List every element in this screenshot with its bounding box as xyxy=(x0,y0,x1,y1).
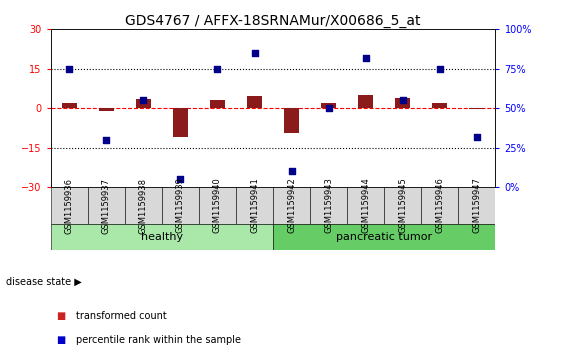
Bar xyxy=(432,103,447,108)
FancyBboxPatch shape xyxy=(421,187,458,224)
Text: pancreatic tumor: pancreatic tumor xyxy=(336,232,432,242)
FancyBboxPatch shape xyxy=(273,224,495,250)
Point xyxy=(65,66,74,72)
Point xyxy=(250,50,259,56)
Bar xyxy=(284,108,299,133)
Text: percentile rank within the sample: percentile rank within the sample xyxy=(76,335,241,345)
Bar xyxy=(470,108,484,109)
Text: GSM1159943: GSM1159943 xyxy=(324,178,333,233)
Title: GDS4767 / AFFX-18SRNAMur/X00686_5_at: GDS4767 / AFFX-18SRNAMur/X00686_5_at xyxy=(126,14,421,28)
Text: GSM1159941: GSM1159941 xyxy=(250,178,259,233)
FancyBboxPatch shape xyxy=(347,187,384,224)
Bar xyxy=(395,98,410,108)
Point xyxy=(435,66,444,72)
Text: GSM1159936: GSM1159936 xyxy=(65,178,74,233)
Text: healthy: healthy xyxy=(141,232,183,242)
Bar xyxy=(62,103,77,108)
Text: GSM1159937: GSM1159937 xyxy=(102,178,111,233)
Bar xyxy=(173,108,188,137)
FancyBboxPatch shape xyxy=(236,187,273,224)
Bar xyxy=(321,103,336,108)
Text: disease state ▶: disease state ▶ xyxy=(6,276,82,286)
Point xyxy=(398,97,407,103)
Bar xyxy=(247,96,262,108)
Point xyxy=(472,134,481,139)
Point xyxy=(361,54,370,60)
Text: GSM1159945: GSM1159945 xyxy=(398,178,407,233)
FancyBboxPatch shape xyxy=(162,187,199,224)
Text: GSM1159947: GSM1159947 xyxy=(472,178,481,233)
FancyBboxPatch shape xyxy=(458,187,495,224)
Text: ■: ■ xyxy=(56,311,65,322)
Point xyxy=(213,66,222,72)
Text: GSM1159940: GSM1159940 xyxy=(213,178,222,233)
Text: GSM1159944: GSM1159944 xyxy=(361,178,370,233)
Point xyxy=(102,137,111,143)
Bar xyxy=(99,108,114,111)
Point xyxy=(287,168,296,174)
FancyBboxPatch shape xyxy=(88,187,125,224)
Bar xyxy=(358,95,373,108)
FancyBboxPatch shape xyxy=(51,224,273,250)
FancyBboxPatch shape xyxy=(51,187,88,224)
Bar xyxy=(136,99,151,108)
Text: ■: ■ xyxy=(56,335,65,345)
Point xyxy=(139,97,148,103)
FancyBboxPatch shape xyxy=(125,187,162,224)
Text: GSM1159942: GSM1159942 xyxy=(287,178,296,233)
Text: GSM1159938: GSM1159938 xyxy=(139,178,148,233)
FancyBboxPatch shape xyxy=(199,187,236,224)
FancyBboxPatch shape xyxy=(384,187,421,224)
Text: GSM1159939: GSM1159939 xyxy=(176,178,185,233)
Point xyxy=(176,176,185,182)
FancyBboxPatch shape xyxy=(310,187,347,224)
Point xyxy=(324,105,333,111)
FancyBboxPatch shape xyxy=(273,187,310,224)
Text: GSM1159946: GSM1159946 xyxy=(435,178,444,233)
Text: transformed count: transformed count xyxy=(76,311,167,322)
Bar xyxy=(210,100,225,108)
